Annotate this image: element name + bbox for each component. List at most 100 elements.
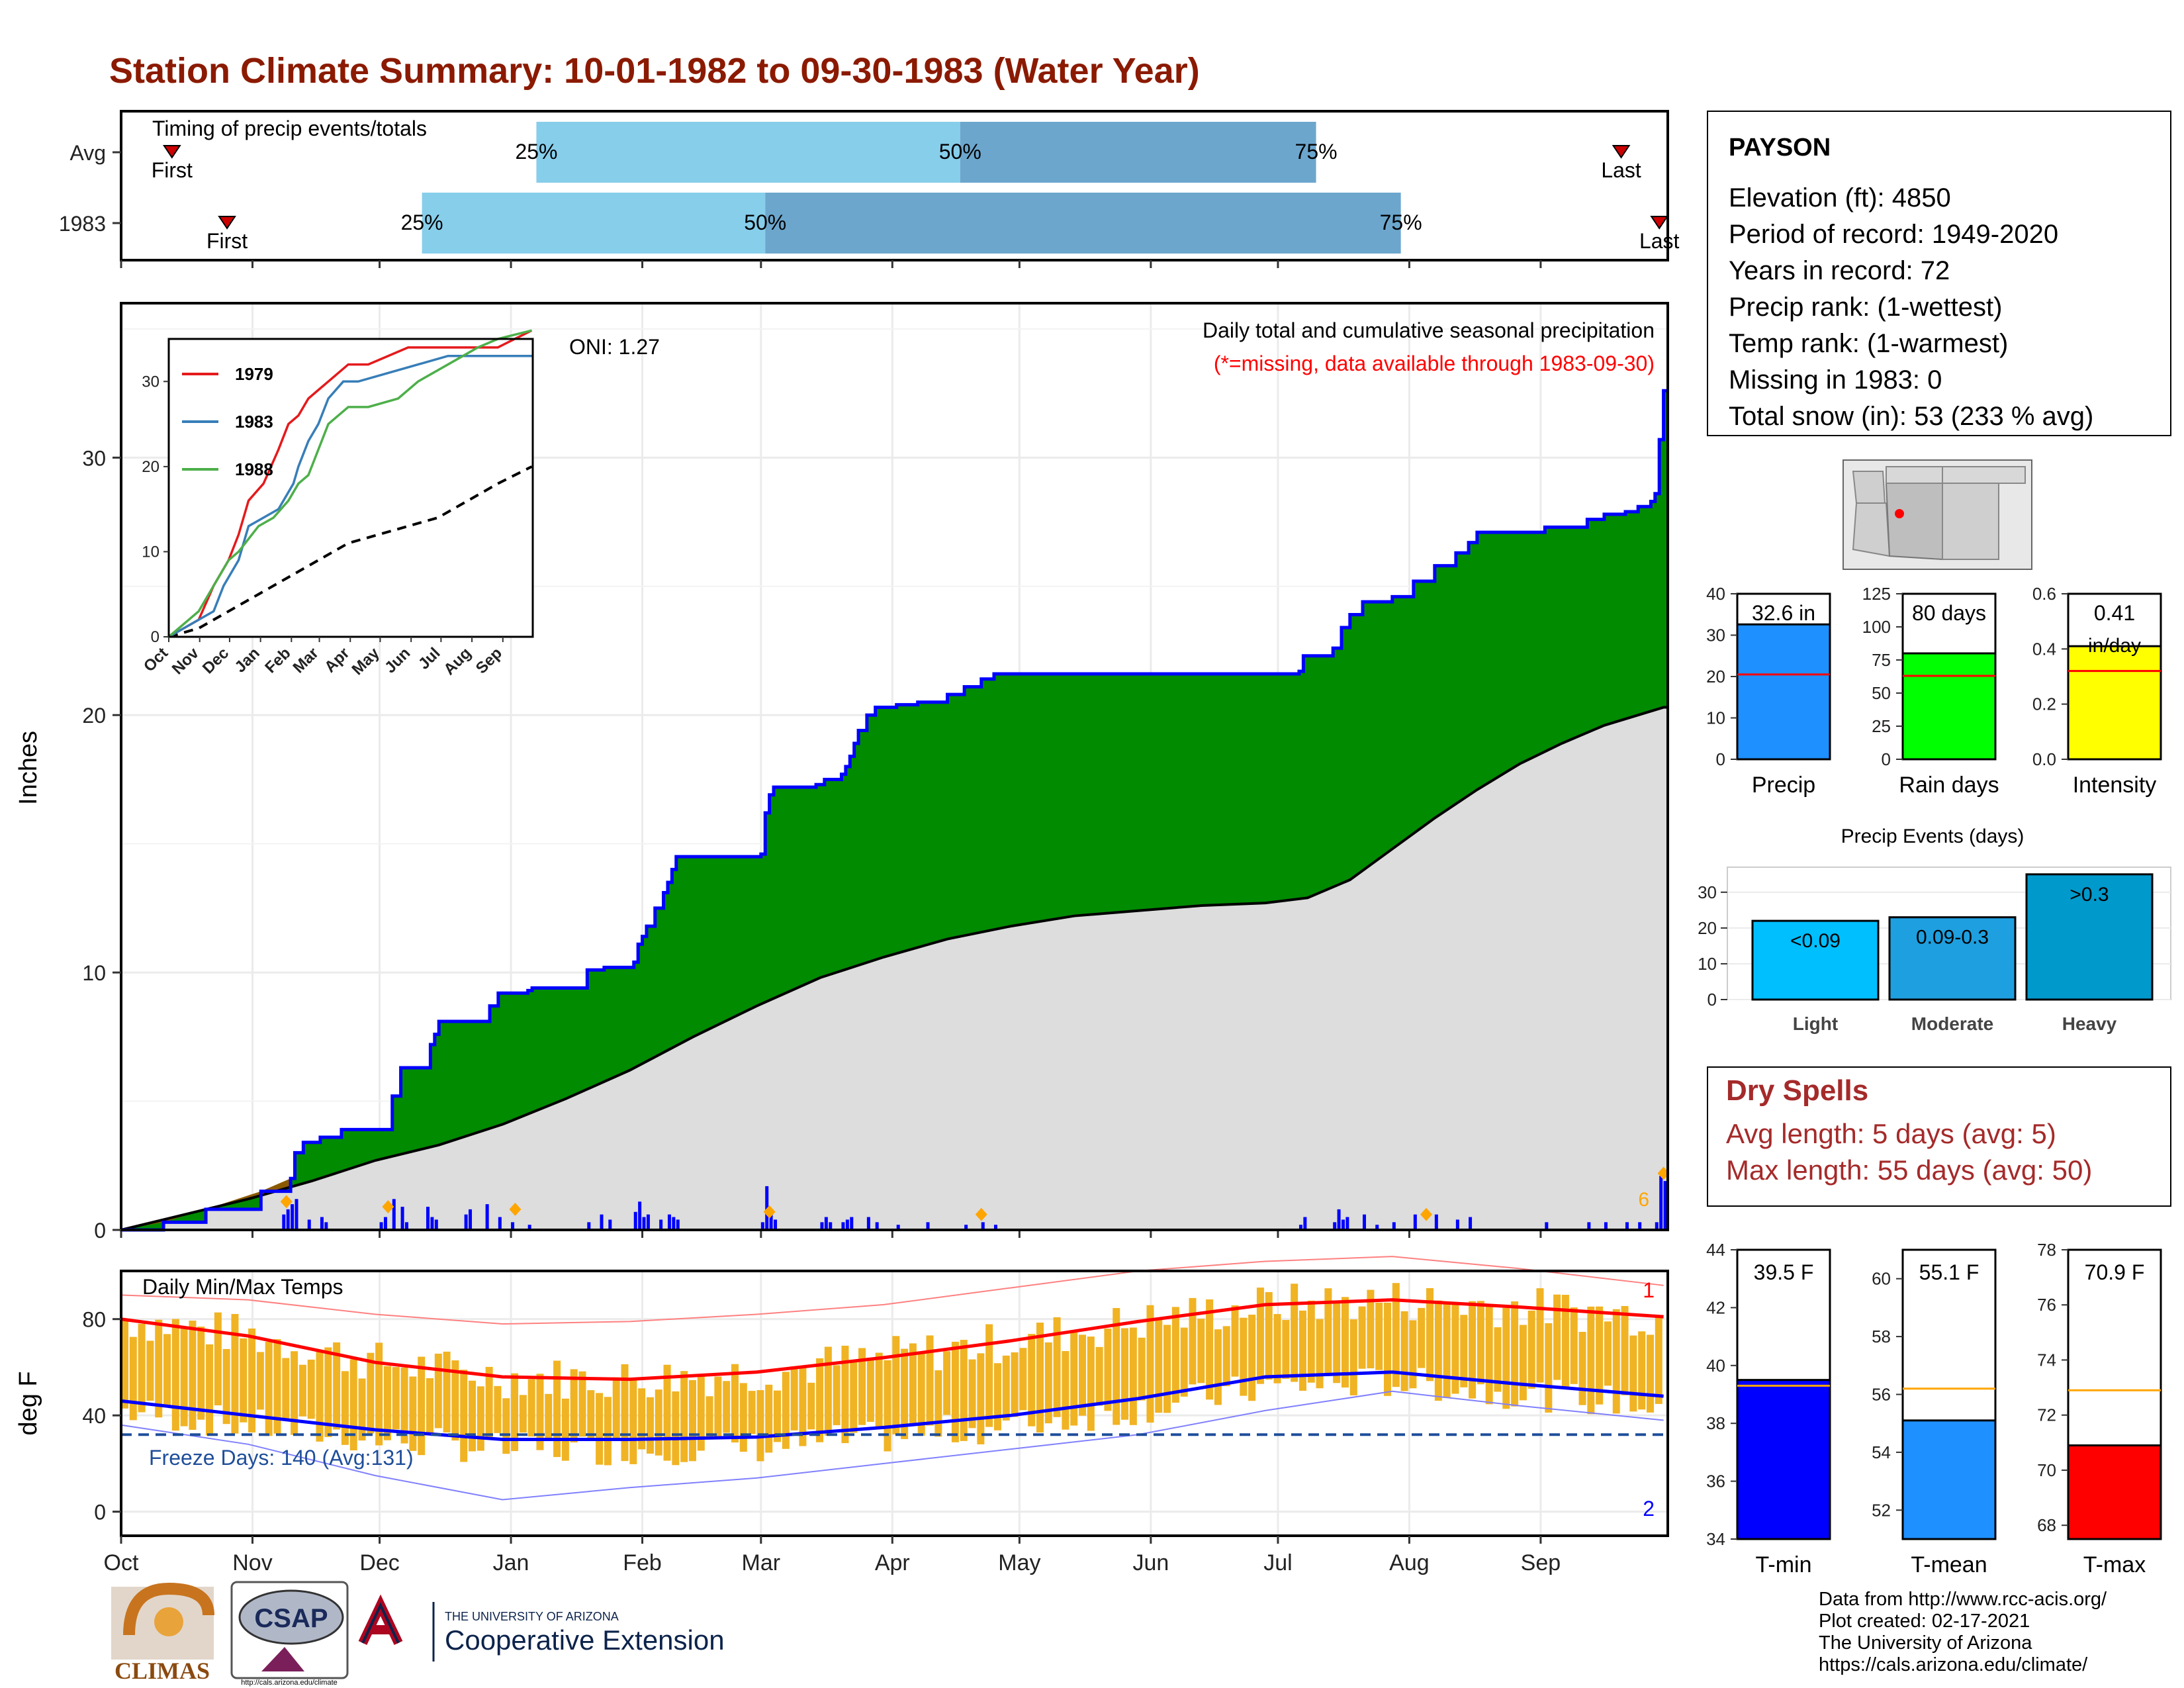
daily-temp-bar xyxy=(824,1346,832,1436)
events-bar-label-1: 0.09-0.3 xyxy=(1916,927,1989,949)
dry-spells-frame xyxy=(1707,1066,2171,1207)
temp-frame xyxy=(120,1270,1669,1537)
daily-precip-bar xyxy=(498,1217,502,1230)
temp-summary-tick: 38 xyxy=(1706,1413,1725,1433)
temp-record-max-line xyxy=(120,1256,1664,1325)
summary-tick: 25 xyxy=(1872,716,1891,736)
daily-precip-bar xyxy=(286,1209,290,1230)
summary-label-1: 80 days xyxy=(1912,601,1986,625)
daily-temp-bar xyxy=(307,1359,315,1419)
daily-precip-bar xyxy=(379,1222,383,1230)
daily-temp-bar xyxy=(1197,1319,1205,1383)
timing-first-marker-0 xyxy=(162,145,181,159)
daily-precip-bar xyxy=(774,1219,778,1230)
summary-label-0: 32.6 in xyxy=(1752,601,1815,625)
daily-temp-bar xyxy=(1146,1305,1154,1423)
daily-temp-bar xyxy=(604,1397,612,1466)
daily-temp-bar xyxy=(884,1360,891,1452)
summary-tick: 100 xyxy=(1862,617,1891,637)
daily-precip-bar xyxy=(320,1217,324,1230)
ua-small-text: THE UNIVERSITY OF ARIZONA xyxy=(445,1610,619,1623)
timing-last-label-1: Last xyxy=(1639,229,1680,253)
daily-temp-bar xyxy=(418,1356,426,1456)
daily-temp-bar xyxy=(697,1376,705,1451)
csap-logo-text: CSAP xyxy=(254,1604,328,1633)
daily-temp-bar xyxy=(782,1372,790,1449)
daily-temp-bar xyxy=(1121,1328,1129,1420)
marker-count: 6 xyxy=(1638,1189,1649,1211)
daily-temp-bar xyxy=(1273,1314,1281,1383)
dry-spells-max: Max length: 55 days (avg: 50) xyxy=(1726,1154,2092,1186)
daily-temp-bar xyxy=(1392,1283,1400,1387)
temp-summary-tick: 72 xyxy=(2037,1405,2056,1425)
missing-note: (*=missing, data available through 1983-… xyxy=(1214,352,1655,375)
daily-temp-bar xyxy=(180,1327,188,1427)
daily-temp-bar xyxy=(1087,1336,1095,1431)
location-map xyxy=(1843,459,2032,570)
daily-temp-bar xyxy=(545,1393,553,1440)
month-label-0: Oct xyxy=(104,1550,139,1575)
timing-p50-0: 50% xyxy=(939,140,981,164)
daily-temp-bar xyxy=(527,1379,535,1437)
daily-temp-bar xyxy=(748,1391,756,1434)
daily-precip-bar xyxy=(307,1219,311,1230)
daily-temp-bar xyxy=(561,1398,569,1461)
temp-summary-label-2: 70.9 F xyxy=(2085,1260,2145,1284)
daily-temp-bar xyxy=(1426,1288,1434,1382)
daily-precip-bar xyxy=(993,1225,997,1230)
daily-temp-bar xyxy=(1451,1303,1459,1394)
temp-summary-tick: 52 xyxy=(1872,1500,1891,1520)
month-label-7: May xyxy=(998,1550,1040,1575)
daily-temp-bar xyxy=(1028,1334,1036,1427)
daily-temp-bar xyxy=(1333,1301,1341,1383)
daily-temp-bar xyxy=(1095,1346,1103,1406)
daily-temp-bar xyxy=(629,1380,637,1464)
temp-summary-name-0: T-min xyxy=(1756,1552,1812,1577)
summary-tick: 125 xyxy=(1862,584,1891,604)
daily-temp-bar xyxy=(1070,1332,1078,1426)
daily-temp-bar xyxy=(578,1371,586,1437)
daily-temp-bar xyxy=(392,1367,400,1430)
temp-summary-name-1: T-mean xyxy=(1911,1552,1987,1577)
precip-surplus-area xyxy=(121,391,1668,1231)
summary-tick: 75 xyxy=(1872,650,1891,670)
map-state-nv xyxy=(1852,471,1886,504)
station-line-6: Total snow (in): 53 (233 % avg) xyxy=(1729,402,2093,431)
daily-temp-bar xyxy=(1282,1320,1290,1379)
daily-precip-bar xyxy=(769,1211,773,1230)
daily-temp-bar xyxy=(469,1380,477,1452)
daily-temp-bar xyxy=(1418,1307,1426,1368)
daily-precip-bar xyxy=(981,1222,985,1230)
snow-marker xyxy=(763,1205,776,1219)
daily-temp-bar xyxy=(1375,1302,1383,1370)
daily-temp-bar xyxy=(993,1363,1001,1430)
snow-marker xyxy=(280,1195,293,1209)
daily-temp-bar xyxy=(1587,1306,1595,1415)
footer-credits: Data from http://www.rcc-acis.org/Plot c… xyxy=(1819,1589,2107,1675)
month-label-10: Aug xyxy=(1389,1550,1430,1575)
footer-line-0: Data from http://www.rcc-acis.org/ xyxy=(1819,1589,2107,1610)
temp-summary-label-1: 55.1 F xyxy=(1919,1260,1979,1284)
station-line-2: Years in record: 72 xyxy=(1729,256,1950,285)
events-y-tick-0: 0 xyxy=(1707,990,1717,1009)
daily-temp-bar xyxy=(519,1395,527,1433)
csap-mountain xyxy=(261,1647,304,1671)
daily-temp-bar xyxy=(731,1364,739,1443)
daily-temp-bar xyxy=(1485,1305,1493,1405)
daily-precip-bar xyxy=(400,1207,404,1230)
daily-temp-bar xyxy=(943,1351,951,1415)
daily-precip-bar xyxy=(434,1219,438,1230)
timing-p25-1: 25% xyxy=(401,211,443,234)
freeze-days: Freeze Days: 140 (Avg:131) xyxy=(149,1446,414,1470)
daily-temp-bar xyxy=(189,1321,197,1430)
daily-temp-bar xyxy=(163,1334,171,1406)
daily-temp-bar xyxy=(1256,1288,1264,1384)
daily-precip-bar xyxy=(1587,1222,1591,1230)
precip-avg-area xyxy=(121,707,1668,1230)
timing-p50-1: 50% xyxy=(744,211,786,234)
temp-summary-name-2: T-max xyxy=(2083,1552,2146,1577)
dry-spells-box: Dry Spells Avg length: 5 days (avg: 5) M… xyxy=(1707,1066,2171,1207)
daily-temp-bar xyxy=(655,1389,662,1456)
daily-temp-bar xyxy=(443,1351,451,1432)
station-location-dot xyxy=(1895,509,1904,518)
